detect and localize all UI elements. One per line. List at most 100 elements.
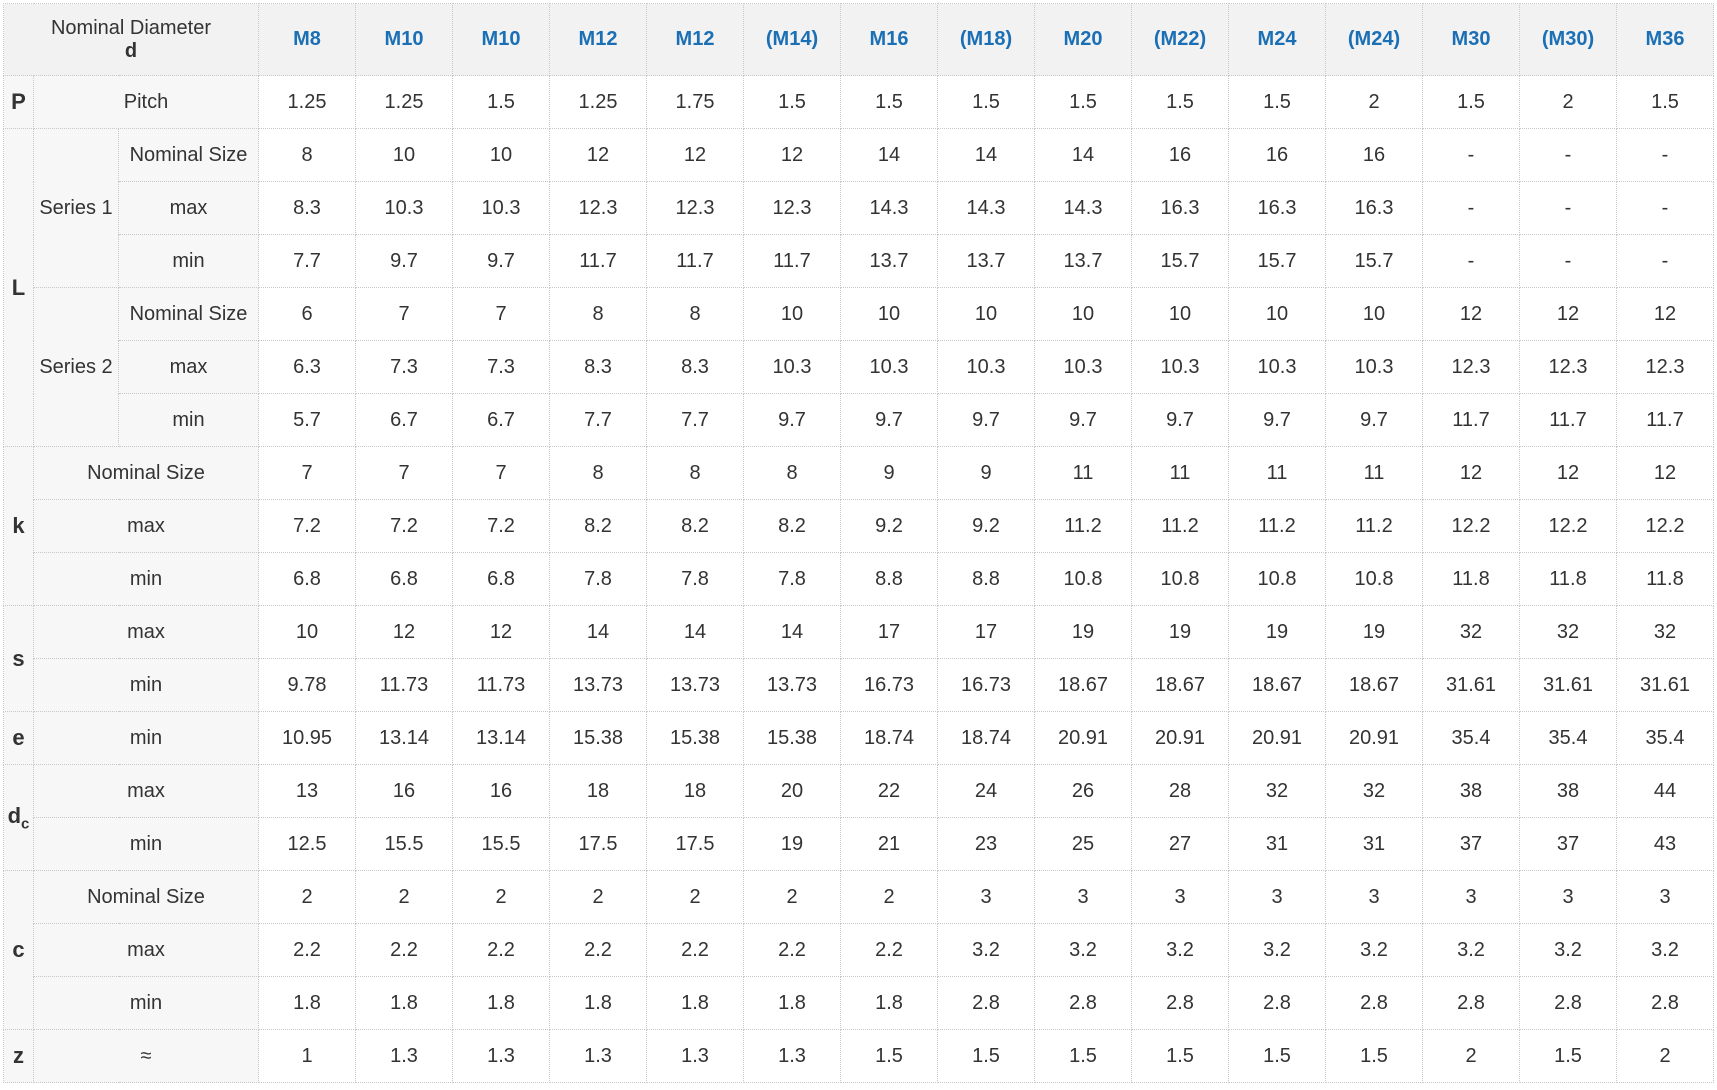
value-cell: 10.3 <box>937 340 1035 394</box>
value-cell: 1.8 <box>258 976 356 1030</box>
group-symbol: e <box>3 711 34 765</box>
value-cell: 10 <box>743 287 841 341</box>
value-cell: 21 <box>840 817 938 871</box>
value-cell: 1.3 <box>549 1029 647 1083</box>
row-label: max <box>118 181 259 235</box>
column-header: M24 <box>1228 3 1326 76</box>
value-cell: 15.38 <box>549 711 647 765</box>
value-cell: 32 <box>1519 605 1617 659</box>
row-label: min <box>33 658 259 712</box>
value-cell: 2.2 <box>355 923 453 977</box>
value-cell: 16.73 <box>840 658 938 712</box>
value-cell: 10 <box>355 128 453 182</box>
value-cell: 10 <box>1228 287 1326 341</box>
value-cell: 3 <box>1034 870 1132 924</box>
value-cell: 12.2 <box>1616 499 1714 553</box>
group-symbol: s <box>3 605 34 712</box>
value-cell: 14 <box>743 605 841 659</box>
row-label: max <box>33 923 259 977</box>
value-cell: 3 <box>1131 870 1229 924</box>
value-cell: 13.73 <box>743 658 841 712</box>
value-cell: 10.3 <box>840 340 938 394</box>
value-cell: 10.3 <box>1228 340 1326 394</box>
row-label: Nominal Size <box>33 870 259 924</box>
value-cell: 19 <box>1228 605 1326 659</box>
table-row: k Nominal Size 7 7 7 8 8 8 9 9 11 11 11 11 12 12 12 <box>3 446 1714 606</box>
value-cell: 2 <box>646 870 744 924</box>
series-label: Series 1 <box>33 128 119 288</box>
value-cell: 32 <box>1325 764 1423 818</box>
value-cell: 11 <box>1131 446 1229 500</box>
value-cell: 1.3 <box>452 1029 550 1083</box>
value-cell: 7.2 <box>452 499 550 553</box>
value-cell: 1.5 <box>840 75 938 129</box>
value-cell: 12.3 <box>1519 340 1617 394</box>
table-row: max 2.2 2.2 2.2 2.2 2.2 2.2 2.2 3.2 3.2 3.2 3.2 3.2 3… <box>4 923 1714 977</box>
value-cell: 10.8 <box>1228 552 1326 606</box>
row-label: Nominal Size <box>33 446 259 500</box>
row-label: min <box>33 552 259 606</box>
value-cell: 9 <box>937 446 1035 500</box>
value-cell: 5.7 <box>258 393 356 447</box>
value-cell: 10 <box>840 287 938 341</box>
value-cell: 12.5 <box>258 817 356 871</box>
value-cell: 38 <box>1422 764 1520 818</box>
value-cell: 8.3 <box>549 340 647 394</box>
value-cell: 35.4 <box>1519 711 1617 765</box>
value-cell: 1.75 <box>646 75 744 129</box>
value-cell: 17.5 <box>549 817 647 871</box>
value-cell: 1 <box>258 1029 356 1083</box>
value-cell: 20.91 <box>1131 711 1229 765</box>
value-cell: 12.3 <box>1422 340 1520 394</box>
value-cell: 11.7 <box>549 234 647 288</box>
value-cell: 15.38 <box>743 711 841 765</box>
value-cell: 27 <box>1131 817 1229 871</box>
value-cell: 3 <box>1422 870 1520 924</box>
column-header: M8 <box>258 3 356 76</box>
value-cell: 18.74 <box>840 711 938 765</box>
value-cell: 11.7 <box>1422 393 1520 447</box>
column-header: M36 <box>1616 3 1714 76</box>
value-cell: 2.2 <box>452 923 550 977</box>
table-row: s max 10 12 12 14 14 14 17 17 19 19 19 19 32 32 32 <box>3 605 1714 712</box>
table-row: max 6.3 7.3 7.3 8.3 8.3 10.3 10.3 10.3 10.3 10.3 10… <box>4 340 1714 394</box>
value-cell: 11.7 <box>1616 393 1714 447</box>
value-cell: 7.3 <box>452 340 550 394</box>
value-cell: 16 <box>355 764 453 818</box>
value-cell: 16.3 <box>1325 181 1423 235</box>
value-cell: 14 <box>1034 128 1132 182</box>
value-cell: 12.3 <box>743 181 841 235</box>
value-cell: 15.38 <box>646 711 744 765</box>
value-cell: 9.78 <box>258 658 356 712</box>
table-row: min 1.8 1.8 1.8 1.8 1.8 1.8 1.8 2.8 2.8 2.8 2.8 2.8 2… <box>4 976 1714 1030</box>
value-cell: 2.2 <box>646 923 744 977</box>
value-cell: 14 <box>937 128 1035 182</box>
symbol-subscript: c <box>21 815 30 833</box>
value-cell: 32 <box>1616 605 1714 659</box>
column-header: M12 <box>549 3 647 76</box>
value-cell: 7.2 <box>355 499 453 553</box>
value-cell: 7.7 <box>258 234 356 288</box>
value-cell: 12 <box>1519 446 1617 500</box>
value-cell: 3 <box>1519 870 1617 924</box>
value-cell: 15.5 <box>355 817 453 871</box>
value-cell: 18.67 <box>1325 658 1423 712</box>
value-cell: 2.8 <box>1519 976 1617 1030</box>
value-cell: 10.8 <box>1325 552 1423 606</box>
value-cell: 8.2 <box>646 499 744 553</box>
row-label: min <box>118 234 259 288</box>
value-cell: 1.8 <box>743 976 841 1030</box>
value-cell: 14 <box>840 128 938 182</box>
value-cell: 14.3 <box>937 181 1035 235</box>
value-cell: 1.8 <box>549 976 647 1030</box>
value-cell: 8.8 <box>840 552 938 606</box>
value-cell: 7.7 <box>549 393 647 447</box>
value-cell: 13.14 <box>355 711 453 765</box>
value-cell: 22 <box>840 764 938 818</box>
row-label: Pitch <box>33 75 259 129</box>
value-cell: 7.8 <box>743 552 841 606</box>
value-cell: 16.73 <box>937 658 1035 712</box>
value-cell: 10 <box>1034 287 1132 341</box>
value-cell: 10 <box>452 128 550 182</box>
row-label: max <box>118 340 259 394</box>
